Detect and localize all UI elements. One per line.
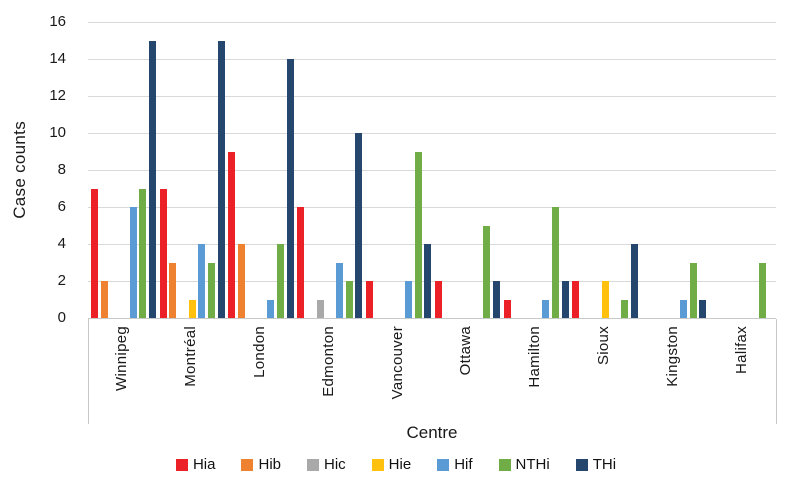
legend: Hia Hib Hic Hie Hif NTHi THi [0, 456, 792, 473]
bar-thi [630, 244, 638, 318]
bar-nthi [208, 262, 216, 318]
bar-thi [561, 281, 569, 318]
bar-hia [434, 281, 442, 318]
bar-nthi [414, 151, 422, 318]
bar-hif [404, 281, 412, 318]
bar-hia [297, 207, 305, 318]
bar-nthi [552, 207, 560, 318]
bar-hia [228, 151, 236, 318]
x-category-label: Sioux [595, 326, 612, 366]
bar-thi [355, 133, 363, 318]
bar-nthi [139, 188, 147, 318]
bar-nthi [620, 299, 628, 318]
bar-hia [503, 299, 511, 318]
x-axis-right-edge-tick [776, 319, 777, 424]
legend-item-thi: THi [575, 456, 617, 473]
legend-item-hie: Hie [371, 456, 412, 473]
plot-area [88, 22, 776, 319]
gridline [88, 207, 776, 208]
x-axis-title: Centre [406, 423, 458, 442]
legend-item-hif: Hif [437, 456, 473, 473]
x-category-label: Edmonton [319, 326, 337, 397]
bar-hic [316, 299, 324, 318]
legend-item-hia: Hia [175, 456, 216, 473]
x-category-label: Winnipeg [113, 326, 131, 391]
bar-hia [159, 188, 167, 318]
bar-thi [217, 40, 225, 318]
y-tick-label: 0 [57, 309, 66, 326]
bar-thi [699, 299, 707, 318]
y-tick-label: 14 [49, 50, 66, 67]
bar-hif [542, 299, 550, 318]
x-category-label: Halifax [732, 326, 750, 374]
x-category-label: Hamilton [526, 326, 544, 388]
bar-thi [149, 40, 156, 318]
y-tick-label: 8 [57, 161, 66, 178]
gridline [88, 96, 776, 97]
legend-label: Hia [192, 456, 216, 473]
legend-label: Hic [324, 456, 346, 473]
bar-hie [601, 281, 609, 318]
gridline [88, 244, 776, 245]
bar-hif [680, 299, 687, 318]
bar-thi [424, 244, 432, 318]
bar-nthi [689, 262, 697, 318]
y-tick-label: 2 [57, 272, 66, 289]
legend-swatch-icon [371, 458, 384, 471]
legend-label: NTHi [515, 456, 550, 473]
y-tick-label: 16 [49, 13, 66, 30]
legend-swatch-icon [175, 458, 188, 471]
legend-item-nthi: NTHi [498, 456, 550, 473]
bar-nthi [345, 281, 353, 318]
legend-swatch-icon [241, 458, 254, 471]
gridline [88, 170, 776, 171]
bar-nthi [758, 262, 766, 318]
bar-hia [572, 281, 580, 318]
y-tick-label: 4 [57, 235, 66, 252]
bar-hif [267, 299, 275, 318]
gridline [88, 281, 776, 282]
bar-hib [100, 281, 108, 318]
legend-label: Hib [258, 456, 281, 473]
bar-hif [336, 262, 343, 318]
bar-thi [286, 59, 294, 318]
legend-label: Hif [454, 456, 473, 473]
bar-hib [169, 262, 177, 318]
x-category-label: Kingston [663, 326, 681, 387]
x-axis-left-edge-tick [88, 319, 89, 424]
legend-item-hic: Hic [307, 456, 346, 473]
x-category-label: Vancouver [388, 326, 406, 400]
bar-hif [198, 244, 206, 318]
bar-hia [366, 281, 373, 318]
legend-swatch-icon [498, 458, 511, 471]
legend-swatch-icon [575, 458, 588, 471]
legend-label: THi [592, 456, 617, 473]
bar-hib [238, 244, 246, 318]
y-tick-label: 6 [57, 198, 66, 215]
bar-hia [90, 188, 98, 318]
bar-hif [129, 207, 137, 318]
legend-swatch-icon [437, 458, 450, 471]
gridline [88, 133, 776, 134]
legend-swatch-icon [307, 458, 319, 471]
legend-label: Hie [388, 456, 412, 473]
y-tick-label: 10 [49, 124, 66, 141]
gridline [88, 59, 776, 60]
bar-hie [188, 299, 196, 318]
bar-nthi [483, 225, 491, 318]
x-category-label: Ottawa [457, 326, 475, 376]
x-category-label: London [251, 326, 268, 378]
legend-item-hib: Hib [241, 456, 281, 473]
x-category-label: Montréal [182, 326, 200, 387]
y-tick-label: 12 [49, 87, 66, 104]
bar-nthi [276, 244, 284, 318]
bar-thi [493, 281, 500, 318]
gridline [88, 22, 776, 23]
